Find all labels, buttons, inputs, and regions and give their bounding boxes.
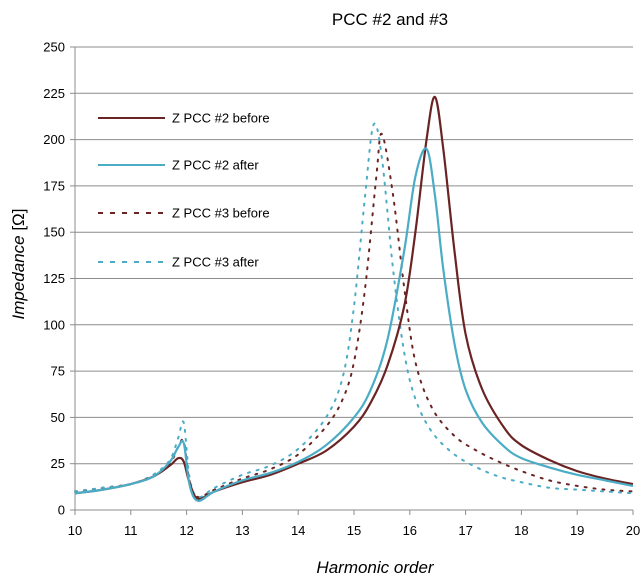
x-tick-label: 12 [179, 523, 193, 538]
y-tick-label: 25 [51, 456, 65, 471]
y-tick-label: 225 [43, 86, 65, 101]
y-tick-label: 125 [43, 271, 65, 286]
x-tick-labels: 10 11 12 13 14 15 16 17 18 19 20 [68, 523, 640, 538]
legend-label: Z PCC #3 before [172, 206, 270, 221]
x-tick-label: 13 [235, 523, 249, 538]
y-tick-label: 100 [43, 317, 65, 332]
y-axis-label-unit: [Ω] [9, 208, 28, 235]
legend-label: Z PCC #2 after [172, 158, 259, 173]
series-lines [74, 95, 634, 502]
y-tick-label: 175 [43, 178, 65, 193]
grid-lines [70, 46, 633, 511]
y-tick-label: 250 [43, 40, 65, 55]
x-tick-label: 15 [347, 523, 361, 538]
axes [74, 47, 634, 515]
series-line-3 [74, 132, 634, 499]
x-tick-label: 14 [291, 523, 305, 538]
x-tick-label: 20 [626, 523, 640, 538]
x-tick-label: 10 [68, 523, 82, 538]
x-tick-label: 11 [124, 523, 138, 538]
x-tick-label: 16 [403, 523, 417, 538]
legend-label: Z PCC #2 before [172, 111, 270, 126]
x-tick-label: 17 [458, 523, 472, 538]
series-line-1 [74, 95, 634, 501]
y-tick-labels: 0 25 50 75 100 125 150 175 200 225 250 [43, 40, 65, 518]
chart-title: PCC #2 and #3 [332, 10, 448, 29]
legend-label: Z PCC #3 after [172, 255, 259, 270]
series-line-4 [74, 122, 634, 499]
x-axis-label: Harmonic order [316, 558, 434, 577]
legend: Z PCC #2 before Z PCC #2 after Z PCC #3 be… [98, 111, 270, 270]
y-axis-label: Impedance [Ω] [9, 208, 28, 319]
x-tick-label: 19 [570, 523, 584, 538]
y-axis-label-quantity: Impedance [9, 235, 28, 319]
series-line-2 [74, 147, 634, 502]
x-tick-label: 18 [514, 523, 528, 538]
y-tick-label: 50 [51, 410, 65, 425]
y-tick-label: 0 [58, 503, 65, 518]
y-tick-label: 200 [43, 132, 65, 147]
y-tick-label: 150 [43, 225, 65, 240]
y-tick-label: 75 [51, 364, 65, 379]
